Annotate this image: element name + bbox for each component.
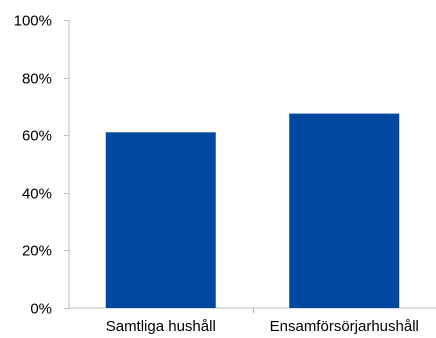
y-tick-label: 80% bbox=[22, 71, 52, 88]
y-axis-labels: 0% 20% 40% 60% 80% 100% bbox=[14, 13, 52, 318]
bar bbox=[289, 113, 400, 308]
bar bbox=[105, 132, 216, 308]
bars bbox=[105, 113, 400, 308]
x-axis-labels: Samtliga hushåll Ensamförsörjarhushåll bbox=[106, 318, 419, 335]
y-tick-label: 40% bbox=[22, 186, 52, 203]
x-category-label: Samtliga hushåll bbox=[106, 318, 216, 335]
y-tick-label: 20% bbox=[22, 243, 52, 260]
x-category-label: Ensamförsörjarhushåll bbox=[270, 318, 419, 335]
y-tick-label: 100% bbox=[14, 13, 52, 30]
y-tick-label: 0% bbox=[30, 301, 52, 318]
y-axis-ticks bbox=[64, 20, 69, 309]
y-tick-label: 60% bbox=[22, 128, 52, 145]
